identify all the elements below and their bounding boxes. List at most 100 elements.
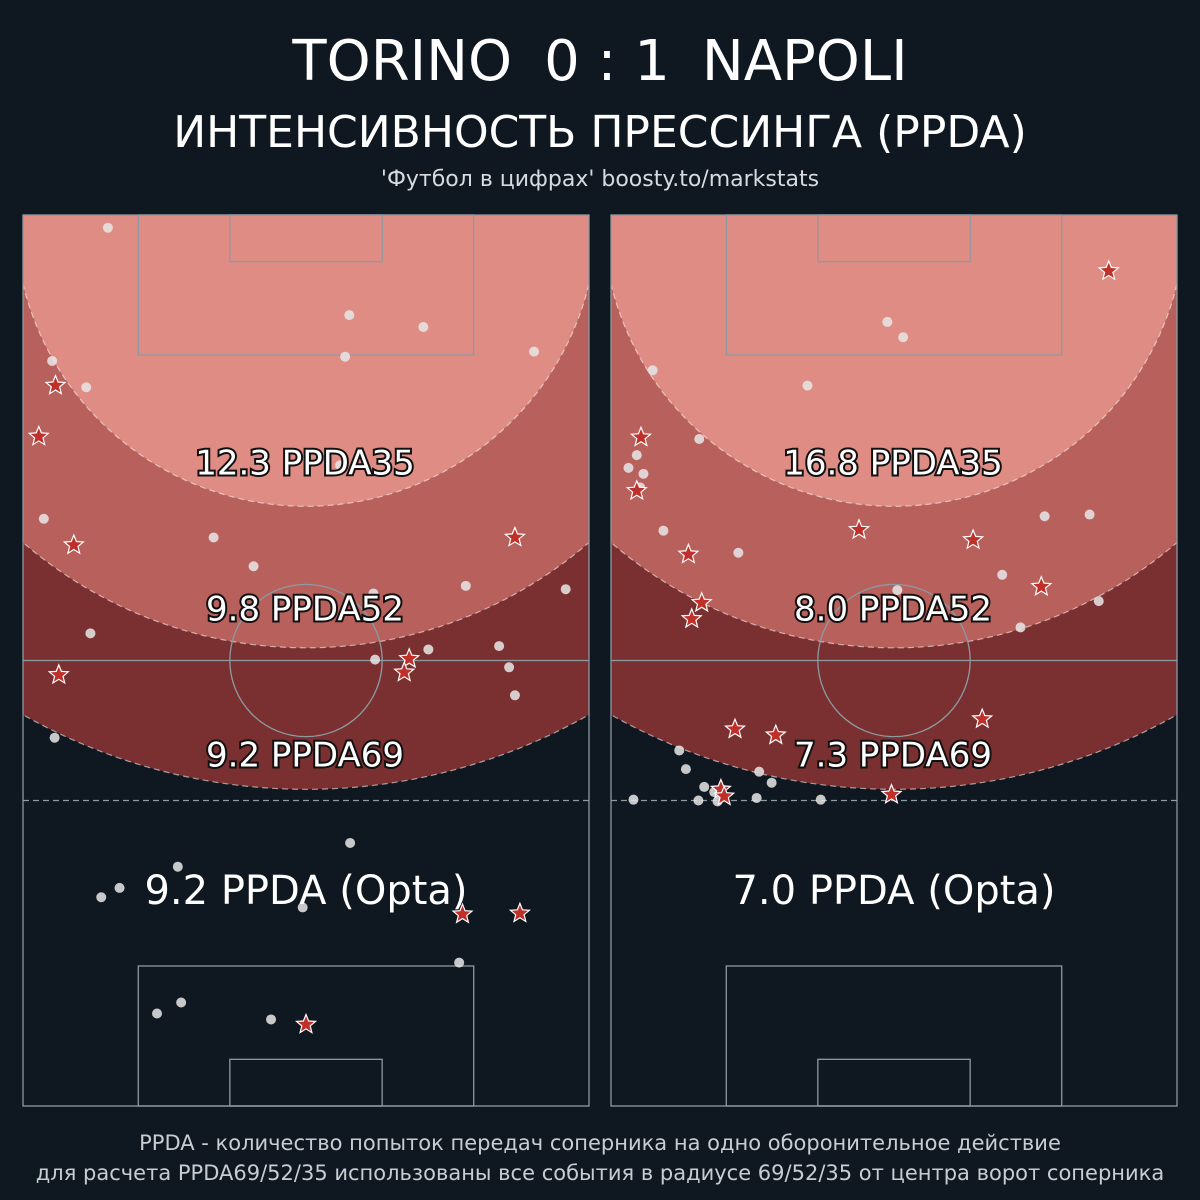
torino-action-star	[294, 1012, 318, 1034]
napoli-action-dot	[658, 525, 669, 536]
napoli-action-star	[764, 723, 787, 745]
match-score: 0 : 1	[544, 29, 670, 94]
napoli-zone-ppda35	[611, 215, 1177, 507]
torino-pitch-lines	[22, 214, 590, 1107]
torino-action-dot	[85, 628, 96, 639]
torino-action-dot	[152, 1008, 163, 1019]
napoli-action-dot	[674, 745, 685, 756]
napoli-action-dot	[628, 794, 639, 805]
napoli-action-star	[713, 784, 736, 806]
torino-action-dot	[340, 351, 351, 362]
napoli-action-star	[723, 717, 747, 739]
torino-action-star	[27, 424, 50, 446]
torino-action-star	[44, 373, 67, 396]
torino-defensive-actions	[27, 222, 571, 1034]
napoli-action-star	[677, 542, 700, 564]
torino-action-dot	[47, 355, 58, 366]
torino-action-dot	[418, 322, 429, 333]
napoli-action-dot	[638, 468, 649, 479]
napoli-action-dot	[754, 766, 765, 777]
napoli-action-star	[847, 518, 871, 540]
torino-action-dot	[176, 997, 187, 1008]
napoli-action-dot	[898, 332, 909, 343]
torino-action-dot	[370, 654, 381, 665]
napoli-action-star	[880, 783, 903, 804]
napoli-pitch-lines	[610, 214, 1178, 1107]
napoli-action-dot	[882, 316, 893, 327]
torino-ppda35-label: 12.3 PPDA35	[195, 444, 415, 484]
torino-action-dot	[509, 690, 520, 701]
torino-action-dot	[529, 346, 540, 357]
source-credit: 'Футбол в цифрах' boosty.to/markstats	[380, 167, 820, 192]
napoli-action-dot	[680, 764, 691, 775]
chart-subtitle: ИНТЕНСИВНОСТЬ ПРЕССИНГА (PPDA)	[173, 107, 1027, 158]
footnote-ppda-definition: PPDA - количество попыток передач соперн…	[139, 1131, 1061, 1155]
napoli-action-dot	[751, 792, 762, 803]
napoli-action-dot	[766, 777, 777, 788]
torino-action-dot	[335, 460, 346, 471]
torino-ppda52-label: 9.8 PPDA52	[206, 590, 404, 630]
torino-action-star	[47, 663, 70, 685]
torino-action-dot	[345, 837, 356, 848]
napoli-ppda69-label: 7.3 PPDA69	[794, 736, 992, 776]
torino-action-dot	[248, 561, 259, 572]
away-team-name: NAPOLI	[701, 29, 908, 94]
torino-zone-ppda35	[23, 215, 589, 507]
torino-ppda-opta-label: 9.2 PPDA (Opta)	[144, 868, 467, 914]
torino-action-dot	[172, 861, 183, 872]
torino-pitch-chart: 12.3 PPDA35 9.8 PPDA52 9.2 PPDA69 9.2 PPDA …	[22, 214, 590, 1108]
match-title: TORINO 0 : 1 NAPOLI	[0, 30, 1200, 94]
torino-action-dot	[504, 662, 515, 673]
napoli-action-dot	[693, 795, 704, 806]
napoli-pitch-chart: 16.8 PPDA35 8.0 PPDA52 7.3 PPDA69 7.0 PPDA …	[610, 214, 1178, 1108]
napoli-action-dot	[647, 365, 658, 376]
torino-action-dot	[81, 382, 92, 393]
napoli-action-star	[680, 607, 703, 629]
torino-action-star	[508, 901, 531, 923]
torino-action-star	[503, 525, 526, 547]
napoli-defensive-actions	[623, 259, 1120, 807]
torino-action-dot	[96, 892, 107, 903]
napoli-action-dot	[1084, 509, 1095, 520]
torino-action-dot	[368, 588, 379, 599]
napoli-action-star	[629, 425, 653, 447]
torino-action-dot	[114, 882, 125, 893]
torino-action-dot	[494, 641, 505, 652]
napoli-action-star	[962, 528, 985, 550]
napoli-action-dot	[733, 547, 744, 558]
torino-action-star	[393, 660, 416, 682]
torino-action-dot	[423, 644, 434, 655]
napoli-ppda-opta-label: 7.0 PPDA (Opta)	[732, 868, 1055, 914]
napoli-ppda52-label: 8.0 PPDA52	[794, 590, 992, 630]
torino-action-dot	[208, 532, 219, 543]
torino-action-dot	[460, 580, 471, 591]
torino-ppda69-label: 9.2 PPDA69	[206, 736, 404, 776]
footnote-ppda-method: для расчета PPDA69/52/35 использованы вс…	[35, 1161, 1165, 1185]
home-team-name: TORINO	[292, 29, 513, 94]
torino-action-star	[451, 902, 474, 924]
napoli-action-dot	[892, 585, 903, 596]
torino-action-dot	[344, 310, 355, 321]
napoli-action-dot	[1039, 511, 1050, 522]
napoli-action-dot	[699, 781, 710, 792]
napoli-action-dot	[623, 462, 634, 473]
napoli-ppda35-label: 16.8 PPDA35	[783, 444, 1003, 484]
napoli-action-dot	[1015, 622, 1026, 633]
napoli-action-dot	[1093, 596, 1104, 607]
torino-action-dot	[560, 584, 571, 595]
napoli-action-star	[690, 591, 713, 613]
napoli-action-star	[625, 479, 648, 501]
napoli-action-dot	[694, 434, 705, 445]
torino-action-dot	[102, 222, 113, 233]
torino-action-star	[62, 533, 85, 555]
torino-action-dot	[49, 732, 60, 743]
torino-action-dot	[454, 957, 465, 968]
napoli-action-dot	[815, 794, 826, 805]
napoli-action-dot	[631, 450, 642, 461]
torino-action-dot	[266, 1014, 277, 1025]
napoli-action-star	[1097, 259, 1120, 281]
napoli-action-star	[1030, 575, 1053, 597]
torino-action-dot	[297, 902, 308, 913]
torino-action-dot	[38, 513, 49, 524]
napoli-action-dot	[802, 380, 813, 391]
